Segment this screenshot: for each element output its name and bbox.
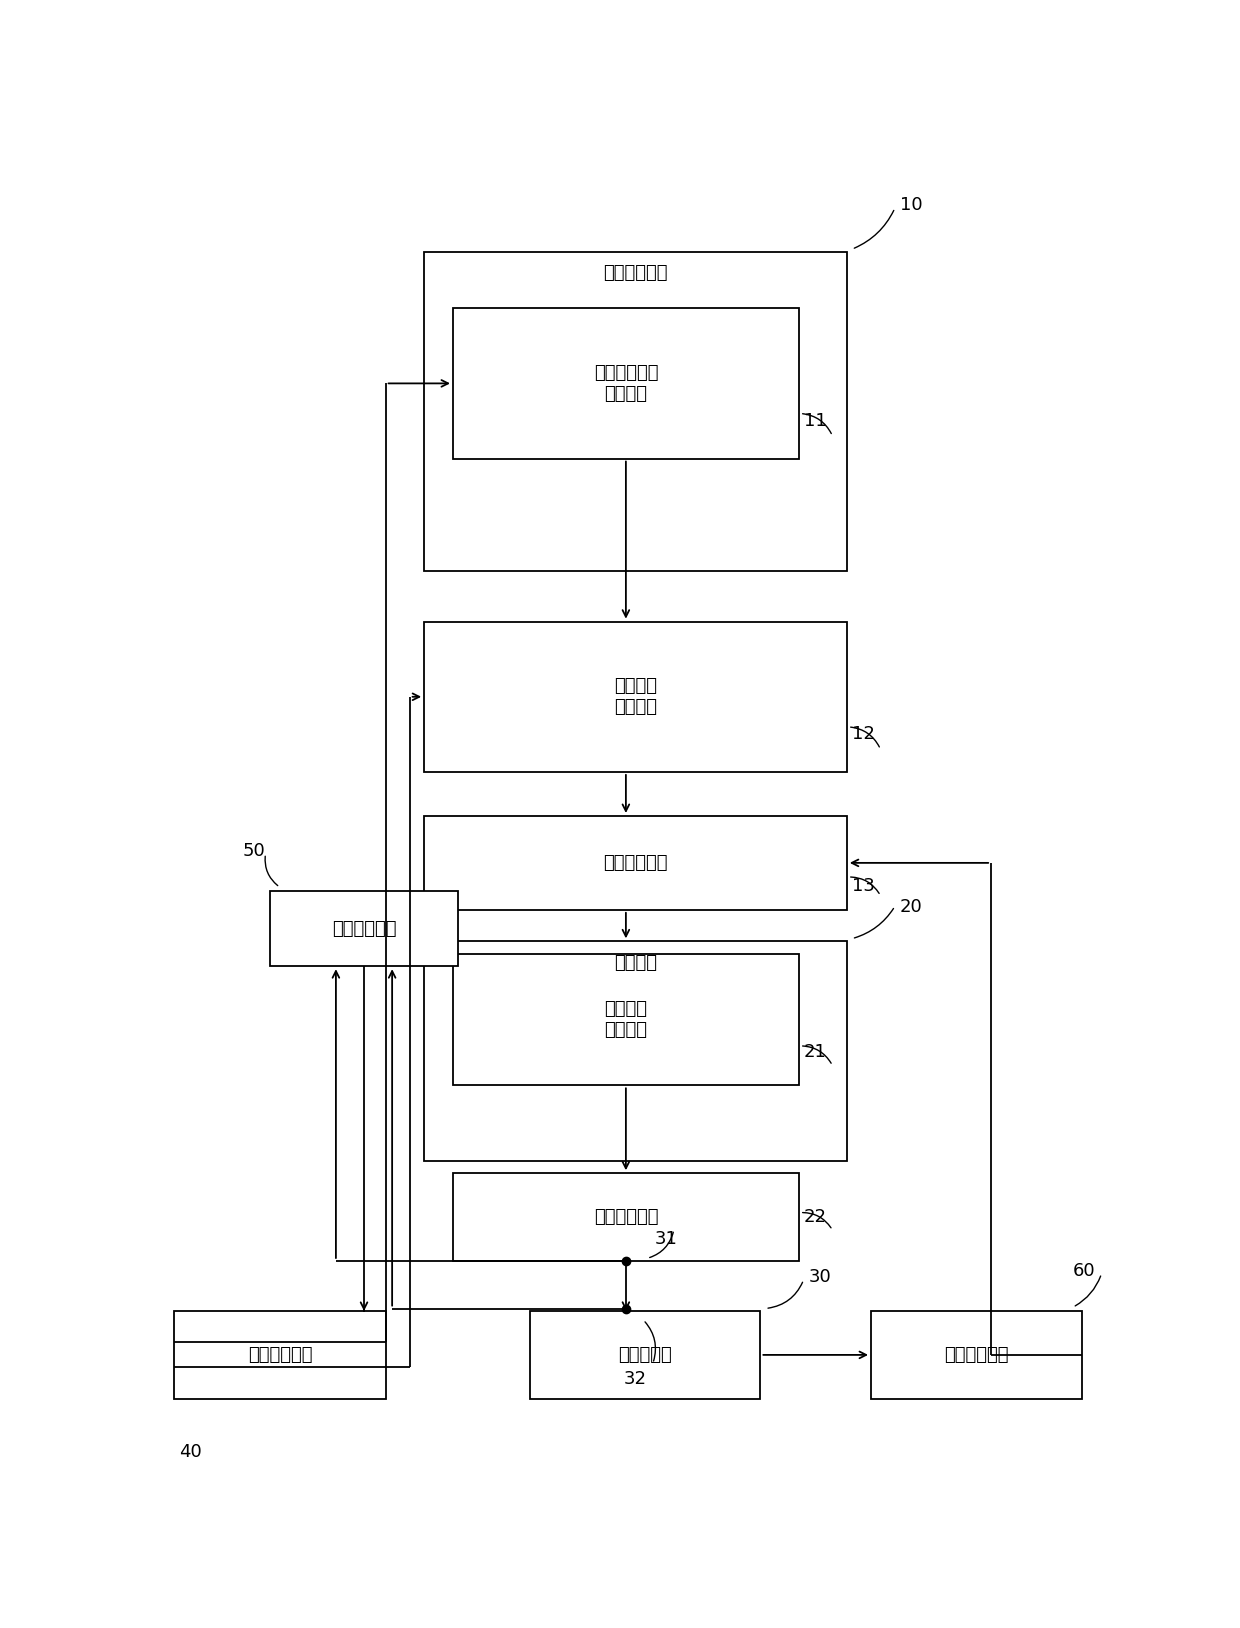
Bar [453, 308, 799, 459]
Text: 超音波喷头: 超音波喷头 [619, 1346, 672, 1364]
Bar [270, 891, 458, 967]
Text: 60: 60 [1073, 1262, 1095, 1280]
Bar [453, 1174, 799, 1260]
Text: 21: 21 [804, 1044, 827, 1061]
Text: 32: 32 [624, 1369, 647, 1389]
Text: 相位比较模块: 相位比较模块 [248, 1346, 312, 1364]
Bar [424, 252, 847, 571]
Bar [174, 1311, 386, 1398]
Bar [424, 622, 847, 772]
Text: 驱动模块: 驱动模块 [614, 954, 657, 972]
Bar [424, 941, 847, 1161]
Text: 锁相回路频率
控制单元: 锁相回路频率 控制单元 [594, 365, 658, 402]
Bar [529, 1311, 760, 1398]
Text: 13: 13 [852, 877, 874, 895]
Text: 数字模拟
转换单元: 数字模拟 转换单元 [604, 1000, 647, 1039]
Text: 信号放大单元: 信号放大单元 [594, 1208, 658, 1226]
Text: 临界调整单元: 临界调整单元 [603, 853, 668, 873]
Text: 12: 12 [852, 726, 874, 744]
Text: 50: 50 [243, 842, 265, 860]
Bar [870, 1311, 1083, 1398]
Text: 温度感测模块: 温度感测模块 [945, 1346, 1009, 1364]
Text: 40: 40 [179, 1442, 202, 1460]
Text: 11: 11 [804, 412, 826, 430]
Text: 31: 31 [655, 1231, 677, 1249]
Text: 中央控制模块: 中央控制模块 [603, 264, 668, 282]
Text: 22: 22 [804, 1208, 827, 1226]
Bar [424, 816, 847, 910]
Text: 30: 30 [808, 1268, 831, 1286]
Text: 20: 20 [900, 899, 923, 917]
Text: 10: 10 [900, 195, 923, 215]
Bar [453, 954, 799, 1086]
Text: 功率计算单元: 功率计算单元 [332, 920, 397, 938]
Text: 脉波宽度
调变单元: 脉波宽度 调变单元 [614, 677, 657, 716]
